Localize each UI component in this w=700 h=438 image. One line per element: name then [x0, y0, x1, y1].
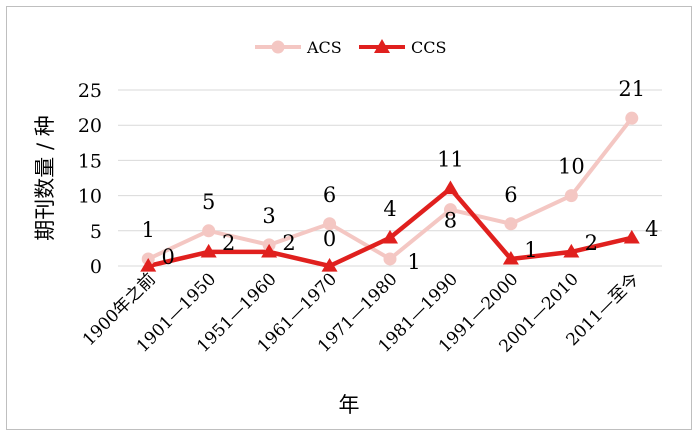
y-tick-label: 15	[78, 150, 102, 172]
legend-label-ccs: CCS	[411, 38, 446, 57]
legend-marker-acs	[271, 40, 285, 54]
point-acs	[625, 111, 639, 125]
data-label-acs: 5	[202, 190, 215, 214]
data-label-ccs: 2	[222, 231, 235, 255]
point-acs	[443, 203, 457, 217]
y-axis-title: 期刊数量 / 种	[33, 115, 57, 240]
y-tick-label: 10	[78, 186, 102, 208]
data-label-ccs: 2	[585, 231, 598, 255]
x-tick-labels: 1900年之前1901—19501951—19601961—19701971—1…	[79, 269, 643, 356]
y-tick-label: 5	[90, 221, 102, 243]
point-ccs	[502, 250, 519, 265]
data-label-acs: 6	[504, 183, 517, 207]
data-label-ccs: 0	[162, 245, 175, 269]
point-ccs	[261, 243, 278, 258]
point-acs	[504, 217, 518, 231]
series-lines	[147, 116, 634, 269]
y-tick-label: 20	[78, 115, 102, 137]
data-label-ccs: 2	[282, 231, 295, 255]
point-ccs	[200, 243, 217, 258]
data-label-acs: 1	[142, 218, 155, 242]
point-acs	[202, 224, 216, 238]
data-label-ccs: 4	[383, 197, 396, 221]
legend-marker-ccs	[374, 39, 390, 53]
data-label-acs: 3	[262, 204, 275, 228]
data-label-acs: 8	[444, 209, 457, 233]
data-label-ccs: 1	[524, 238, 537, 262]
legend: ACS CCS	[255, 38, 446, 57]
x-axis-title: 年	[339, 393, 360, 417]
series-markers	[140, 111, 640, 272]
y-tick-label: 0	[90, 256, 102, 278]
data-label-ccs: 4	[645, 217, 658, 241]
point-ccs	[321, 258, 338, 272]
point-ccs	[140, 258, 157, 272]
point-acs	[383, 252, 397, 266]
point-ccs	[563, 243, 580, 258]
data-label-ccs: 0	[323, 227, 336, 251]
point-acs	[323, 217, 337, 231]
point-ccs	[382, 229, 398, 244]
data-label-acs: 10	[558, 155, 585, 179]
legend-label-acs: ACS	[306, 38, 342, 57]
chart-frame	[6, 6, 692, 430]
point-ccs	[623, 229, 640, 244]
data-label-acs: 6	[323, 183, 336, 207]
point-acs	[564, 189, 578, 203]
y-tick-labels: 0 5 10 15 20 25	[78, 80, 102, 278]
y-tick-label: 25	[78, 80, 102, 102]
point-ccs	[442, 180, 459, 195]
data-label-acs: 21	[618, 77, 645, 101]
data-label-ccs: 11	[437, 148, 464, 172]
data-label-acs: 1	[407, 250, 420, 274]
